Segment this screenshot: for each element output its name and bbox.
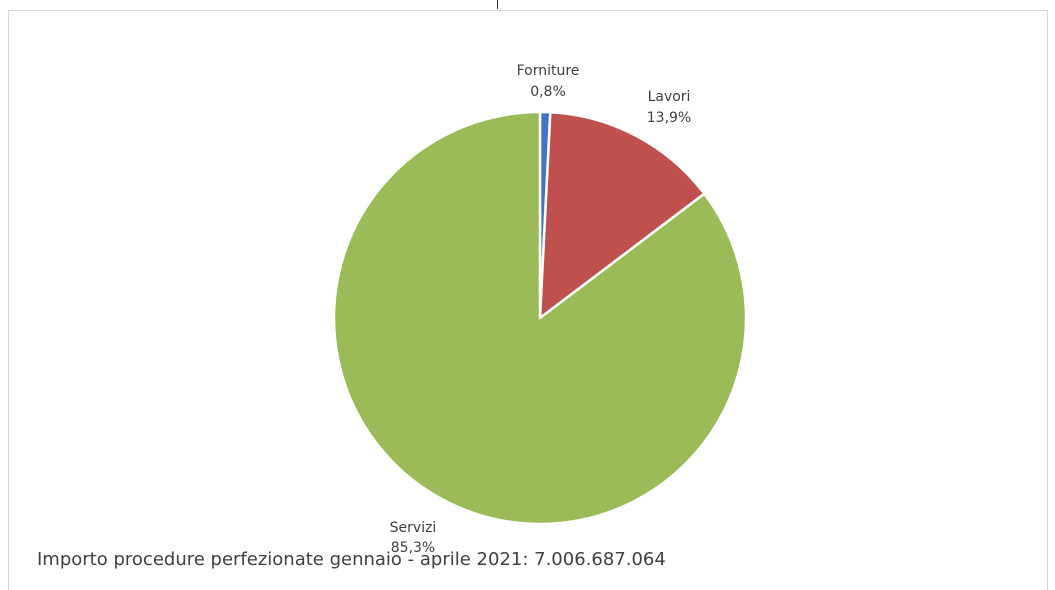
slice-label-forniture: Forniture bbox=[517, 63, 580, 79]
pie-slice-lavori bbox=[538, 111, 706, 320]
pie-chart: Forniture 0,8% Lavori 13,9% Servizi 85,3% bbox=[332, 63, 748, 556]
chart-frame bbox=[8, 10, 1048, 590]
pie-slice-servizi bbox=[332, 110, 748, 526]
total-caption: Importo procedure perfezionate gennaio -… bbox=[37, 549, 666, 570]
pie-slices bbox=[332, 110, 748, 526]
slice-label-lavori: Lavori bbox=[648, 89, 691, 105]
slice-label-servizi: Servizi bbox=[390, 520, 437, 536]
pie-labels: Forniture 0,8% Lavori 13,9% Servizi 85,3% bbox=[390, 63, 692, 556]
slice-value-forniture: 0,8% bbox=[530, 84, 566, 100]
top-divider-mark bbox=[497, 0, 498, 9]
slice-value-servizi: 85,3% bbox=[391, 540, 435, 556]
slice-value-lavori: 13,9% bbox=[647, 110, 691, 126]
